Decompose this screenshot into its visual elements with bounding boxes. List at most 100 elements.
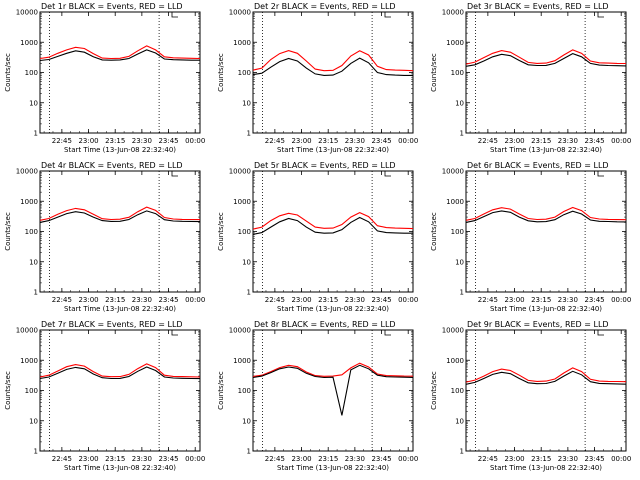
detector-panel-2: Det 2r BLACK = Events, RED = LLD 1 10 100 10… (217, 2, 418, 154)
y-tick-label: 1 (34, 130, 38, 138)
x-tick-label: 23:15 (318, 455, 338, 463)
y-tick-label: 1000 (446, 39, 464, 47)
x-tick-label: 23:15 (531, 296, 551, 304)
y-axis-label: Counts/sec (217, 53, 225, 92)
x-tick-label: 23:30 (132, 455, 152, 463)
lld-series-line (465, 367, 627, 383)
x-tick-label: 22:45 (52, 137, 72, 145)
x-tick-label: 00:00 (185, 455, 205, 463)
x-tick-label: 22:45 (52, 455, 72, 463)
y-tick-label: 1 (247, 448, 251, 456)
x-tick-label: 22:45 (265, 137, 285, 145)
events-series-line (39, 49, 200, 62)
detector-panel-5: Det 5r BLACK = Events, RED = LLD 1 10 100 10… (217, 161, 418, 313)
y-tick-label: 1 (460, 289, 464, 297)
legend-marker-icon (171, 12, 178, 18)
x-tick-label: 23:30 (558, 137, 578, 145)
x-tick-label: 23:30 (558, 296, 578, 304)
y-axis-label: Counts/sec (430, 53, 438, 92)
x-tick-label: 00:00 (611, 137, 631, 145)
x-tick-label: 23:45 (158, 296, 178, 304)
x-axis-label: Start Time (13-Jun-08 22:32:40) (64, 305, 176, 313)
y-tick-label: 10000 (229, 9, 251, 17)
panel-title: Det 1r BLACK = Events, RED = LLD (41, 2, 183, 11)
x-tick-label: 23:00 (504, 296, 524, 304)
plot-frame (465, 11, 627, 134)
y-tick-label: 100 (451, 228, 464, 236)
x-tick-label: 23:45 (584, 296, 604, 304)
x-axis-label: Start Time (13-Jun-08 22:32:40) (490, 305, 602, 313)
y-axis-label: Counts/sec (4, 212, 12, 251)
y-tick-label: 1000 (233, 357, 251, 365)
plot-frame (465, 329, 627, 452)
plot-frame (252, 11, 414, 134)
legend-marker-icon (384, 12, 391, 18)
x-tick-label: 22:45 (265, 296, 285, 304)
y-tick-label: 1 (34, 289, 38, 297)
y-tick-label: 1000 (233, 198, 251, 206)
y-tick-label: 100 (451, 387, 464, 395)
panel-title: Det 4r BLACK = Events, RED = LLD (41, 161, 183, 170)
y-tick-label: 10000 (442, 9, 464, 17)
lld-series-line (252, 211, 414, 230)
x-axis-label: Start Time (13-Jun-08 22:32:40) (277, 146, 389, 154)
x-axis-label: Start Time (13-Jun-08 22:32:40) (64, 146, 176, 154)
x-tick-label: 00:00 (185, 296, 205, 304)
x-tick-label: 23:15 (318, 296, 338, 304)
x-tick-label: 22:45 (478, 296, 498, 304)
y-tick-label: 1 (460, 448, 464, 456)
events-series-line (465, 370, 627, 385)
x-tick-label: 23:30 (132, 137, 152, 145)
x-tick-label: 23:30 (558, 455, 578, 463)
y-tick-label: 10000 (442, 168, 464, 176)
x-tick-label: 00:00 (398, 455, 418, 463)
y-tick-label: 100 (451, 69, 464, 77)
events-series-line (252, 216, 413, 235)
legend-marker-icon (597, 12, 604, 18)
y-tick-label: 1 (34, 448, 38, 456)
x-tick-label: 22:45 (478, 137, 498, 145)
events-series-line (465, 52, 627, 67)
x-axis-label: Start Time (13-Jun-08 22:32:40) (490, 464, 602, 472)
y-tick-label: 1 (247, 130, 251, 138)
x-tick-label: 23:15 (105, 455, 125, 463)
y-tick-label: 1 (247, 289, 251, 297)
x-axis-label: Start Time (13-Jun-08 22:32:40) (277, 464, 389, 472)
events-series-line (465, 210, 627, 223)
lld-series-line (39, 363, 201, 378)
x-tick-label: 23:00 (504, 137, 524, 145)
lld-series-line (252, 50, 414, 72)
y-tick-label: 10000 (442, 327, 464, 335)
x-tick-label: 23:45 (371, 455, 391, 463)
y-tick-label: 1000 (20, 357, 38, 365)
x-tick-label: 23:15 (318, 137, 338, 145)
lld-series-line (465, 206, 627, 221)
y-tick-label: 100 (25, 387, 38, 395)
x-tick-label: 23:45 (584, 137, 604, 145)
y-tick-label: 10 (242, 99, 251, 107)
plot-frame (39, 170, 201, 293)
events-series-line (39, 366, 201, 380)
x-tick-label: 23:15 (531, 455, 551, 463)
y-tick-label: 10 (242, 258, 251, 266)
events-series-line (39, 210, 201, 223)
lld-series-line (39, 45, 201, 60)
y-tick-label: 1000 (233, 39, 251, 47)
x-axis-label: Start Time (13-Jun-08 22:32:40) (490, 146, 602, 154)
y-tick-label: 10 (29, 417, 38, 425)
x-tick-label: 23:00 (78, 455, 98, 463)
x-tick-label: 22:45 (265, 455, 285, 463)
panel-title: Det 6r BLACK = Events, RED = LLD (467, 161, 609, 170)
y-tick-label: 1 (460, 130, 464, 138)
detector-panel-6: Det 6r BLACK = Events, RED = LLD 1 10 100 10… (430, 161, 631, 313)
x-tick-label: 23:00 (291, 455, 311, 463)
x-tick-label: 00:00 (611, 296, 631, 304)
plot-frame (39, 329, 201, 452)
panel-title: Det 9r BLACK = Events, RED = LLD (467, 320, 609, 329)
lld-series-line (252, 362, 414, 378)
x-tick-label: 23:45 (584, 455, 604, 463)
y-tick-label: 100 (238, 69, 251, 77)
x-tick-label: 23:30 (345, 137, 365, 145)
panel-title: Det 8r BLACK = Events, RED = LLD (254, 320, 396, 329)
y-tick-label: 100 (25, 228, 38, 236)
